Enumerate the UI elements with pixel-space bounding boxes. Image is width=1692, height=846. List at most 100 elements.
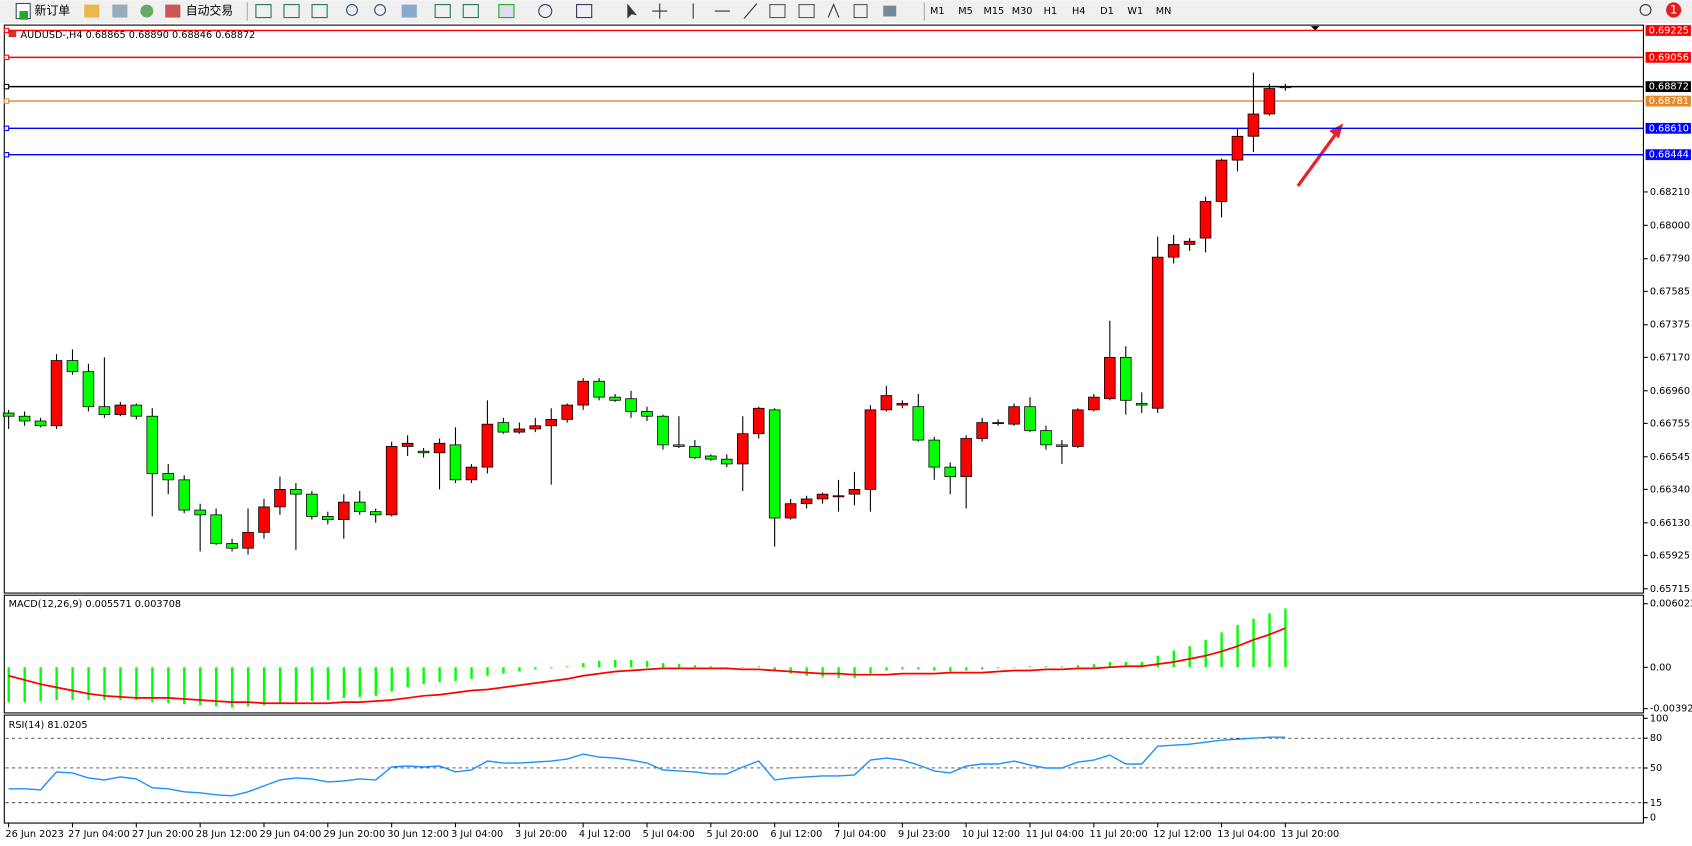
tool-icon[interactable] bbox=[112, 4, 128, 18]
candle-body bbox=[593, 380, 605, 398]
x-tick-label: 29 Jun 20:00 bbox=[323, 829, 385, 840]
search-icon[interactable] bbox=[1639, 4, 1652, 16]
line-tools[interactable] bbox=[692, 3, 758, 19]
macd-bar bbox=[645, 660, 649, 668]
timeframe-button[interactable]: D1 bbox=[1100, 6, 1114, 17]
toolbar bbox=[0, 0, 1692, 23]
line-chart-icon[interactable] bbox=[311, 4, 328, 19]
macd-bar bbox=[869, 667, 872, 674]
timeframe-button[interactable]: H1 bbox=[1044, 6, 1057, 17]
candle-body bbox=[1024, 406, 1036, 431]
tool-icon[interactable] bbox=[140, 4, 154, 18]
channel-icon[interactable] bbox=[769, 4, 786, 19]
candle-body bbox=[1151, 256, 1164, 409]
candle-body bbox=[1088, 396, 1100, 411]
candle-body bbox=[66, 360, 79, 373]
candle-body bbox=[1183, 240, 1196, 245]
candle-body bbox=[577, 380, 589, 406]
tool-icon[interactable] bbox=[84, 4, 100, 18]
new-order-button[interactable]: 新订单 bbox=[35, 4, 71, 18]
label-icon[interactable] bbox=[853, 4, 868, 19]
auto-trading-icon[interactable] bbox=[165, 4, 181, 18]
fibo-icon[interactable] bbox=[798, 4, 815, 19]
y-tick-label: 50 bbox=[1650, 763, 1662, 774]
candle-body bbox=[1119, 356, 1132, 401]
macd-bar bbox=[1268, 613, 1271, 668]
alerts-badge[interactable] bbox=[1666, 2, 1682, 18]
tile-icon[interactable] bbox=[401, 4, 417, 18]
candle-body bbox=[992, 422, 1004, 425]
macd-bar bbox=[598, 660, 601, 668]
price-label-bg bbox=[1645, 51, 1691, 63]
arrows-icon[interactable] bbox=[883, 5, 897, 17]
price-label: 0.68872 bbox=[1649, 82, 1689, 93]
templates-icon[interactable] bbox=[576, 4, 593, 19]
scroll-icon[interactable] bbox=[434, 4, 451, 19]
price-label: 0.69056 bbox=[1649, 52, 1689, 63]
y-tick-label: 0.65715 bbox=[1650, 584, 1690, 595]
crosshair-icon[interactable] bbox=[652, 3, 668, 19]
macd-bar bbox=[55, 667, 58, 701]
macd-bar bbox=[454, 667, 457, 682]
candle-body bbox=[912, 406, 925, 441]
macd-bar bbox=[693, 665, 697, 668]
macd-bar bbox=[677, 664, 681, 668]
macd-bar bbox=[230, 667, 234, 708]
y-tick-label: 0.66755 bbox=[1650, 418, 1690, 429]
macd-bar bbox=[151, 667, 154, 703]
candle-body bbox=[673, 444, 685, 447]
candle-body bbox=[258, 506, 270, 533]
timeframe-button[interactable]: M5 bbox=[958, 6, 973, 17]
y-tick-label: 0 bbox=[1650, 813, 1656, 824]
periods-icon[interactable] bbox=[538, 4, 553, 19]
y-tick-label: 0.67170 bbox=[1650, 352, 1690, 363]
candle-body bbox=[513, 428, 526, 433]
x-tick-label: 10 Jul 12:00 bbox=[962, 829, 1020, 840]
macd-bar bbox=[661, 663, 665, 668]
bar-chart-icon[interactable] bbox=[255, 4, 272, 19]
candle-body bbox=[226, 543, 238, 549]
macd-header: MACD(12,26,9) 0.005571 0.003708 bbox=[9, 599, 181, 610]
auto-trading-button[interactable]: 自动交易 bbox=[186, 4, 233, 18]
y-tick-label: 15 bbox=[1650, 798, 1662, 809]
candle-body bbox=[178, 479, 190, 511]
rsi-header: RSI(14) 81.0205 bbox=[9, 720, 88, 731]
timeframe-button[interactable]: M1 bbox=[930, 6, 945, 17]
candle-body bbox=[114, 404, 127, 416]
candle-body bbox=[529, 425, 542, 430]
macd-bar bbox=[582, 663, 585, 668]
x-tick-label: 13 Jul 20:00 bbox=[1281, 829, 1339, 840]
macd-bar bbox=[199, 667, 202, 706]
macd-bar bbox=[1220, 632, 1223, 668]
zoom-out-icon[interactable] bbox=[374, 4, 387, 16]
macd-bar bbox=[1172, 650, 1175, 668]
candle-body bbox=[353, 501, 366, 513]
zoom-in-icon[interactable] bbox=[346, 4, 358, 16]
macd-bar bbox=[23, 667, 26, 703]
timeframe-bar: M1 M5 M15 M30 H1 H4 D1 W1 MN bbox=[930, 6, 1171, 17]
cursor-icon[interactable] bbox=[627, 3, 638, 19]
candle-body bbox=[976, 422, 988, 439]
price-label-bg bbox=[1645, 25, 1691, 36]
y-tick-label: 0.68000 bbox=[1650, 220, 1690, 231]
timeframe-button[interactable]: W1 bbox=[1127, 6, 1143, 17]
rsi-line bbox=[8, 736, 1286, 797]
macd-bar bbox=[1028, 666, 1032, 668]
candle-body bbox=[242, 531, 254, 549]
candle-chart-icon[interactable] bbox=[283, 4, 300, 19]
macd-bar bbox=[1012, 667, 1016, 668]
symbol-icon bbox=[8, 30, 17, 37]
candle-body bbox=[1040, 430, 1052, 446]
timeframe-button[interactable]: M30 bbox=[1012, 6, 1033, 17]
indicators-icon[interactable] bbox=[498, 4, 515, 19]
shift-icon[interactable] bbox=[462, 4, 479, 19]
timeframe-button[interactable]: H4 bbox=[1072, 6, 1085, 17]
macd-bar bbox=[7, 667, 10, 703]
timeframe-button[interactable]: MN bbox=[1156, 6, 1172, 17]
level-handle bbox=[3, 83, 10, 90]
candle-body bbox=[210, 514, 222, 544]
timeframe-button[interactable]: M15 bbox=[983, 6, 1004, 17]
macd-bar bbox=[135, 667, 138, 701]
text-icon[interactable] bbox=[827, 3, 840, 18]
x-tick-label: 4 Jul 12:00 bbox=[579, 829, 631, 840]
